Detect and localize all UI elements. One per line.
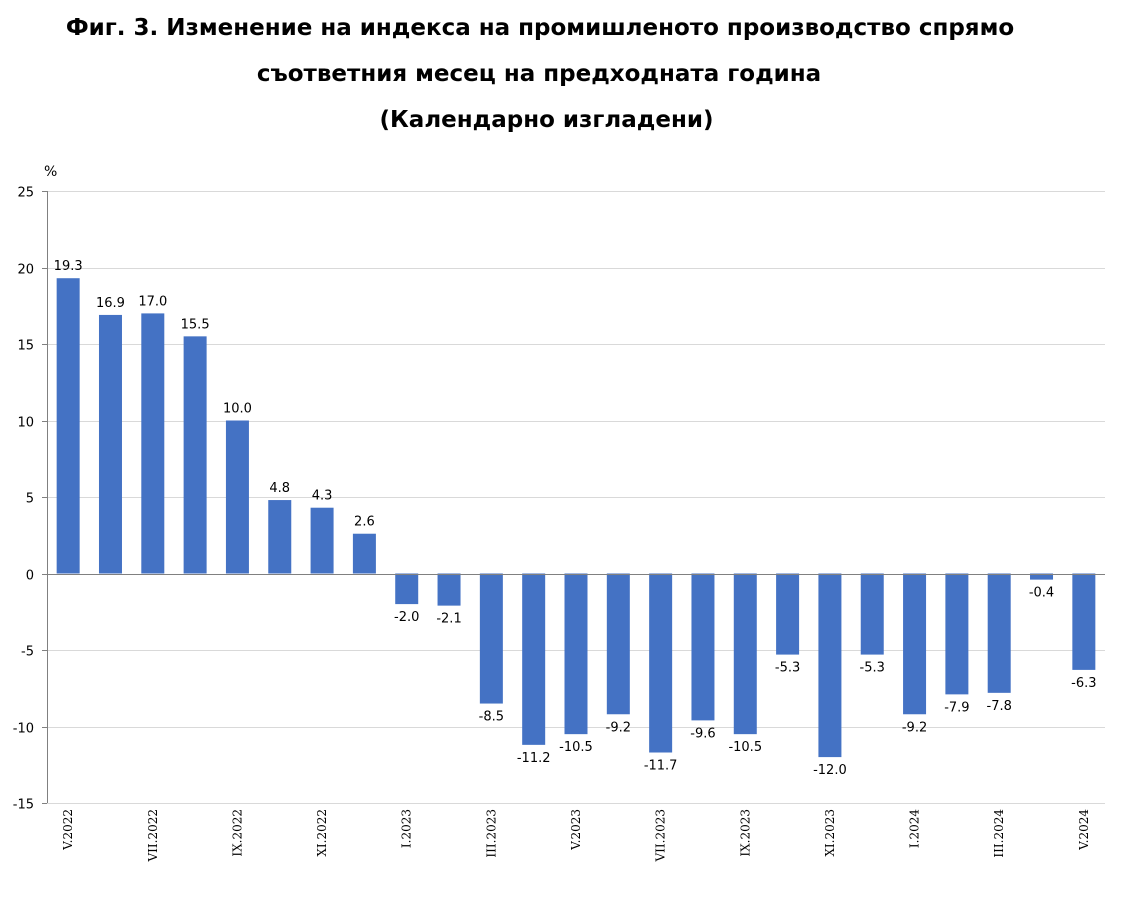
bar	[945, 573, 969, 695]
bar	[1072, 573, 1096, 670]
x-tick-label: IX.2022	[230, 809, 244, 857]
chart-title-line-2: съответния месец на предходната година	[256, 61, 822, 87]
data-label: -11.2	[517, 751, 551, 766]
bar	[818, 573, 842, 758]
data-label: 10.0	[223, 402, 252, 417]
data-label: -9.2	[606, 720, 631, 735]
bar	[860, 573, 884, 655]
bars	[56, 278, 1096, 758]
bar	[268, 500, 292, 574]
bar	[691, 573, 715, 721]
data-label: -12.0	[813, 763, 847, 778]
data-label: -6.3	[1071, 676, 1096, 691]
x-tick-label: I.2023	[400, 809, 414, 848]
data-label: -9.6	[690, 726, 715, 741]
y-tick-label: -15	[13, 798, 34, 813]
bar	[649, 573, 673, 753]
data-label: 15.5	[181, 317, 210, 332]
x-tick-label: III.2023	[484, 809, 498, 858]
bar	[352, 533, 376, 574]
bar	[395, 573, 419, 605]
y-tick-label: 25	[17, 186, 34, 201]
chart-title-line-1: Фиг. 3. Изменение на индекса на промишле…	[65, 15, 1015, 41]
bar	[733, 573, 757, 735]
data-label: 16.9	[96, 296, 125, 311]
gridlines	[47, 191, 1105, 804]
bar	[987, 573, 1011, 693]
x-tick-label: VII.2023	[654, 809, 668, 863]
axes	[42, 191, 1105, 804]
data-label: 2.6	[354, 515, 375, 530]
data-label: 17.0	[138, 294, 167, 309]
data-label: 4.3	[312, 489, 333, 504]
data-label: -7.9	[944, 700, 969, 715]
y-tick-label: -5	[21, 645, 34, 660]
bar	[225, 420, 249, 574]
bar	[98, 314, 122, 574]
bar	[310, 507, 334, 574]
y-tick-label: 20	[17, 263, 34, 278]
y-tick-label: 5	[26, 492, 34, 507]
bar	[1030, 573, 1054, 580]
data-label: -11.7	[644, 759, 678, 774]
y-tick-label: 10	[17, 416, 34, 431]
data-label: -8.5	[479, 710, 504, 725]
bar	[479, 573, 503, 704]
bar	[903, 573, 927, 715]
data-label: -2.0	[394, 610, 419, 625]
x-tick-label: V.2023	[569, 809, 583, 851]
y-tick-labels: 25 20 15 10 5 0 -5 -10 -15	[13, 186, 34, 813]
x-tick-label: III.2024	[992, 809, 1006, 858]
data-label: 19.3	[54, 259, 83, 274]
y-tick-label: 0	[26, 569, 34, 584]
bar	[437, 573, 461, 606]
x-tick-labels: V.2022 VII.2022 IX.2022 XI.2022 I.2023 III.20…	[61, 809, 1091, 863]
x-tick-label: XI.2023	[823, 809, 837, 857]
bar	[141, 313, 165, 574]
bar	[606, 573, 630, 715]
data-label: -9.2	[902, 720, 927, 735]
y-tick-label: 15	[17, 339, 34, 354]
data-label: -0.4	[1029, 586, 1054, 601]
data-label: -5.3	[860, 661, 885, 676]
x-tick-label: XI.2022	[315, 809, 329, 857]
data-label: -7.8	[987, 699, 1012, 714]
x-tick-label: IX.2023	[738, 809, 752, 857]
chart-title-line-3: (Календарно изгладени)	[379, 107, 714, 133]
data-label: -10.5	[559, 740, 593, 755]
x-tick-label: I.2024	[908, 809, 922, 848]
bar	[522, 573, 546, 745]
data-label: -2.1	[436, 612, 461, 627]
bar	[564, 573, 588, 735]
x-tick-label: VII.2022	[146, 809, 160, 863]
bar	[183, 336, 207, 574]
x-tick-label: V.2022	[61, 809, 75, 851]
data-label: -5.3	[775, 661, 800, 676]
y-tick-label: -10	[13, 722, 34, 737]
x-tick-label: V.2024	[1077, 809, 1091, 851]
data-label: 4.8	[269, 481, 290, 496]
bar	[776, 573, 800, 655]
data-labels: 19.3 16.9 17.0 15.5 10.0 4.8 4.3 2.6 -2.0 -2.1 -8.…	[54, 259, 1097, 778]
y-axis-unit: %	[44, 164, 57, 180]
bar	[56, 278, 80, 574]
data-label: -10.5	[728, 740, 762, 755]
